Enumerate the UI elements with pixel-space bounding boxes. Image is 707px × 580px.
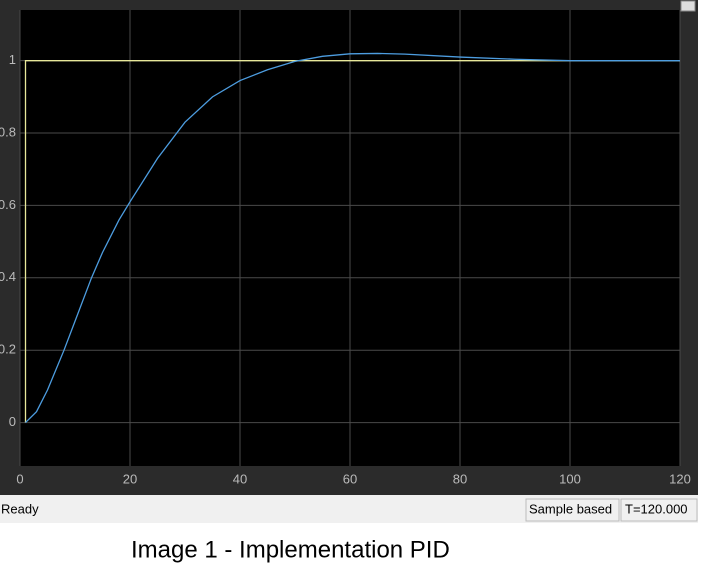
- y-tick-label: 0: [9, 414, 16, 429]
- y-tick-label: 1: [9, 52, 16, 67]
- x-tick-label: 40: [233, 471, 247, 486]
- time-box: [620, 498, 698, 522]
- x-tick-label: 100: [559, 471, 581, 486]
- mode-text: Sample based: [529, 501, 612, 516]
- y-tick-label: 0.8: [0, 124, 16, 139]
- undock-button[interactable]: [680, 0, 696, 12]
- y-tick-label: 0.4: [0, 269, 16, 284]
- caption: Image 1 - Implementation PID: [131, 536, 450, 563]
- mode-box: [525, 498, 620, 522]
- x-tick-label: 0: [16, 471, 23, 486]
- y-tick-label: 0.6: [0, 197, 16, 212]
- plot: 0 20 40 60 80 100 120 0 0.2 0.4 0.6 0.8 1: [0, 10, 691, 486]
- y-tick-label: 0.2: [0, 342, 16, 357]
- x-tick-label: 20: [123, 471, 137, 486]
- x-tick-label: 120: [669, 471, 691, 486]
- signal-line: [25, 52, 680, 424]
- time-text: T=120.000: [625, 501, 688, 516]
- x-tick-label: 80: [453, 471, 467, 486]
- signal-line: [24, 60, 680, 423]
- x-tick-label: 60: [343, 471, 357, 486]
- status-text: Ready: [1, 501, 39, 516]
